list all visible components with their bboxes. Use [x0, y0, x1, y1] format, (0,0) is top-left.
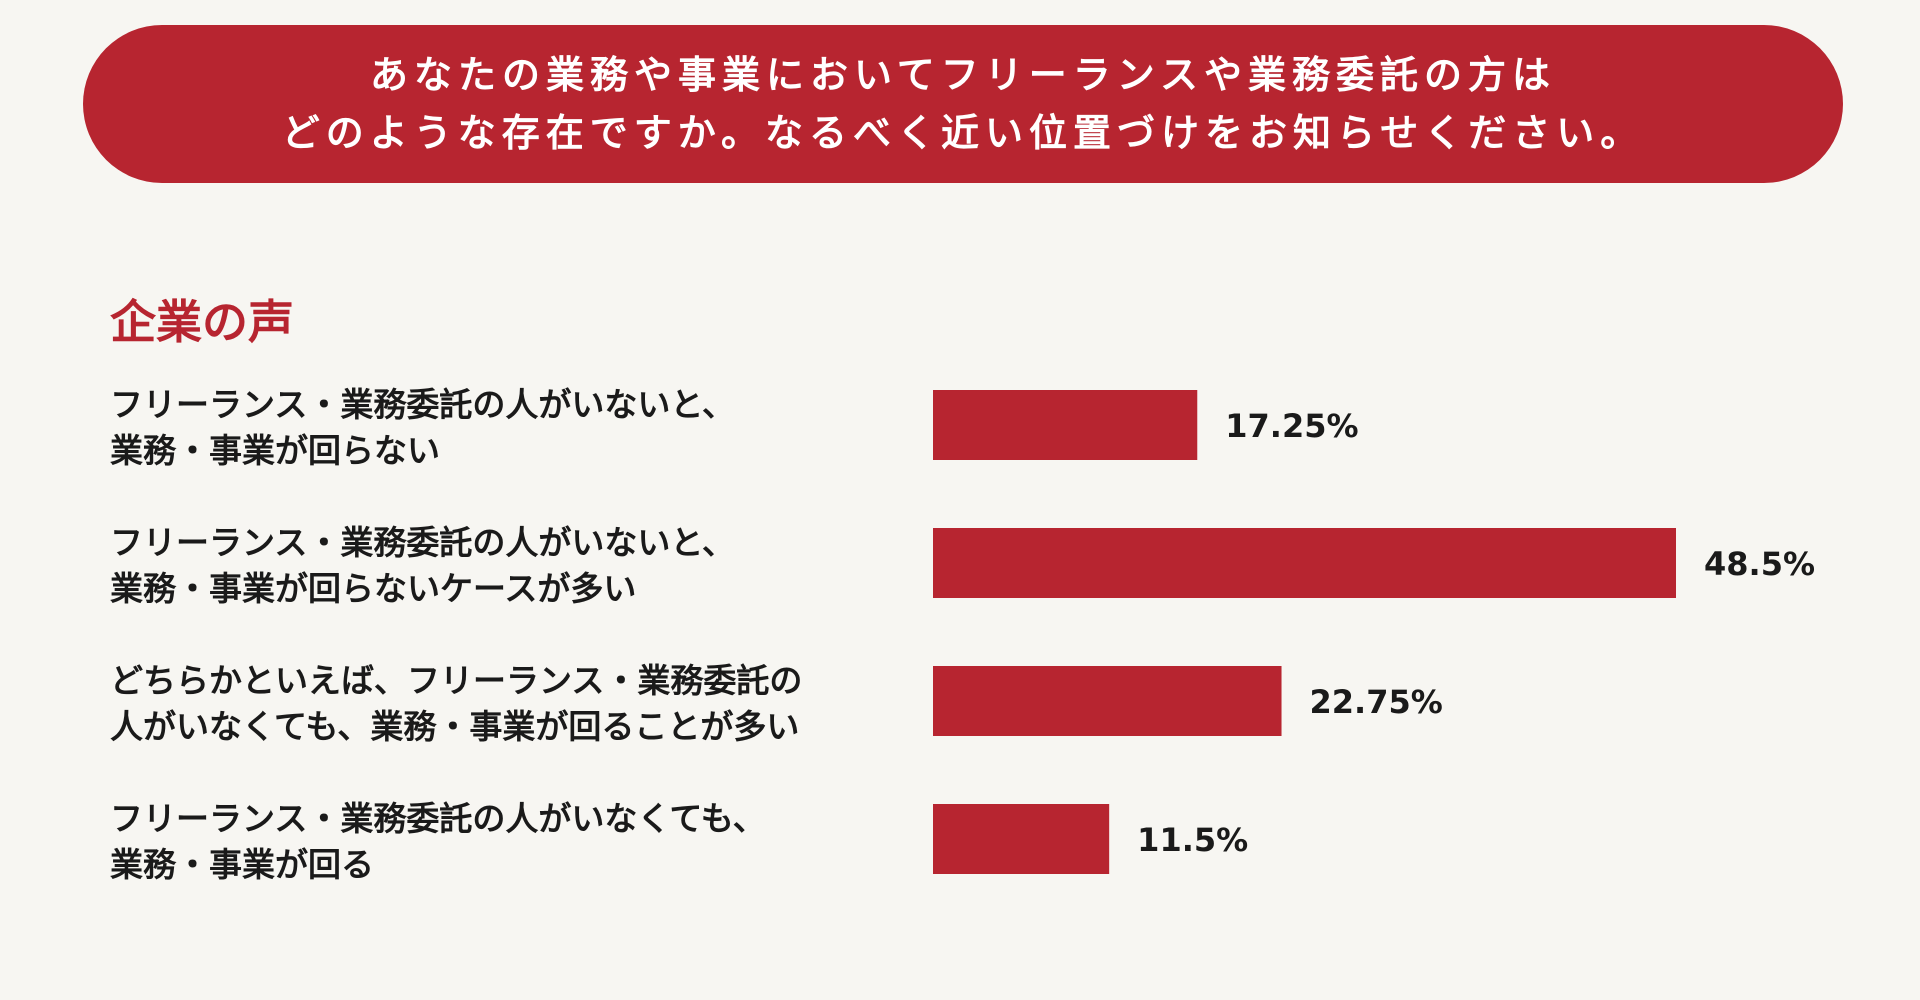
- category-label-3-line-2: 人がいなくても、業務・事業が回ることが多い: [110, 707, 800, 746]
- category-label-2: フリーランス・業務委託の人がいないと、 業務・事業が回らないケースが多い: [110, 520, 910, 612]
- question-line-2: どのような存在ですか。なるべく近い位置づけをお知らせください。: [281, 111, 1645, 155]
- question-line-1: あなたの業務や事業においてフリーランスや業務委託の方は: [369, 53, 1557, 97]
- bar-4: [933, 804, 1110, 874]
- value-label-1: 17.25%: [1225, 407, 1358, 445]
- category-label-4: フリーランス・業務委託の人がいなくても、 業務・事業が回る: [110, 796, 910, 888]
- value-label-3: 22.75%: [1310, 683, 1443, 721]
- question-banner: あなたの業務や事業においてフリーランスや業務委託の方は どのような存在ですか。な…: [83, 25, 1843, 183]
- category-label-2-line-1: フリーランス・業務委託の人がいないと、: [110, 523, 736, 562]
- bar-1: [933, 390, 1198, 460]
- category-label-2-line-2: 業務・事業が回らないケースが多い: [110, 569, 637, 608]
- category-label-1-line-2: 業務・事業が回らない: [110, 431, 440, 470]
- category-label-4-line-2: 業務・事業が回る: [110, 845, 374, 884]
- category-label-4-line-1: フリーランス・業務委託の人がいなくても、: [110, 799, 766, 838]
- section-title: 企業の声: [110, 295, 294, 349]
- category-label-1-line-1: フリーランス・業務委託の人がいないと、: [110, 385, 736, 424]
- bar-3: [933, 666, 1282, 736]
- bar-2: [933, 528, 1676, 598]
- category-label-1: フリーランス・業務委託の人がいないと、 業務・事業が回らない: [110, 382, 910, 474]
- value-label-4: 11.5%: [1137, 821, 1248, 859]
- value-label-2: 48.5%: [1704, 545, 1815, 583]
- category-label-3: どちらかといえば、フリーランス・業務委託の 人がいなくても、業務・事業が回ること…: [110, 658, 910, 750]
- category-label-3-line-1: どちらかといえば、フリーランス・業務委託の: [110, 661, 803, 700]
